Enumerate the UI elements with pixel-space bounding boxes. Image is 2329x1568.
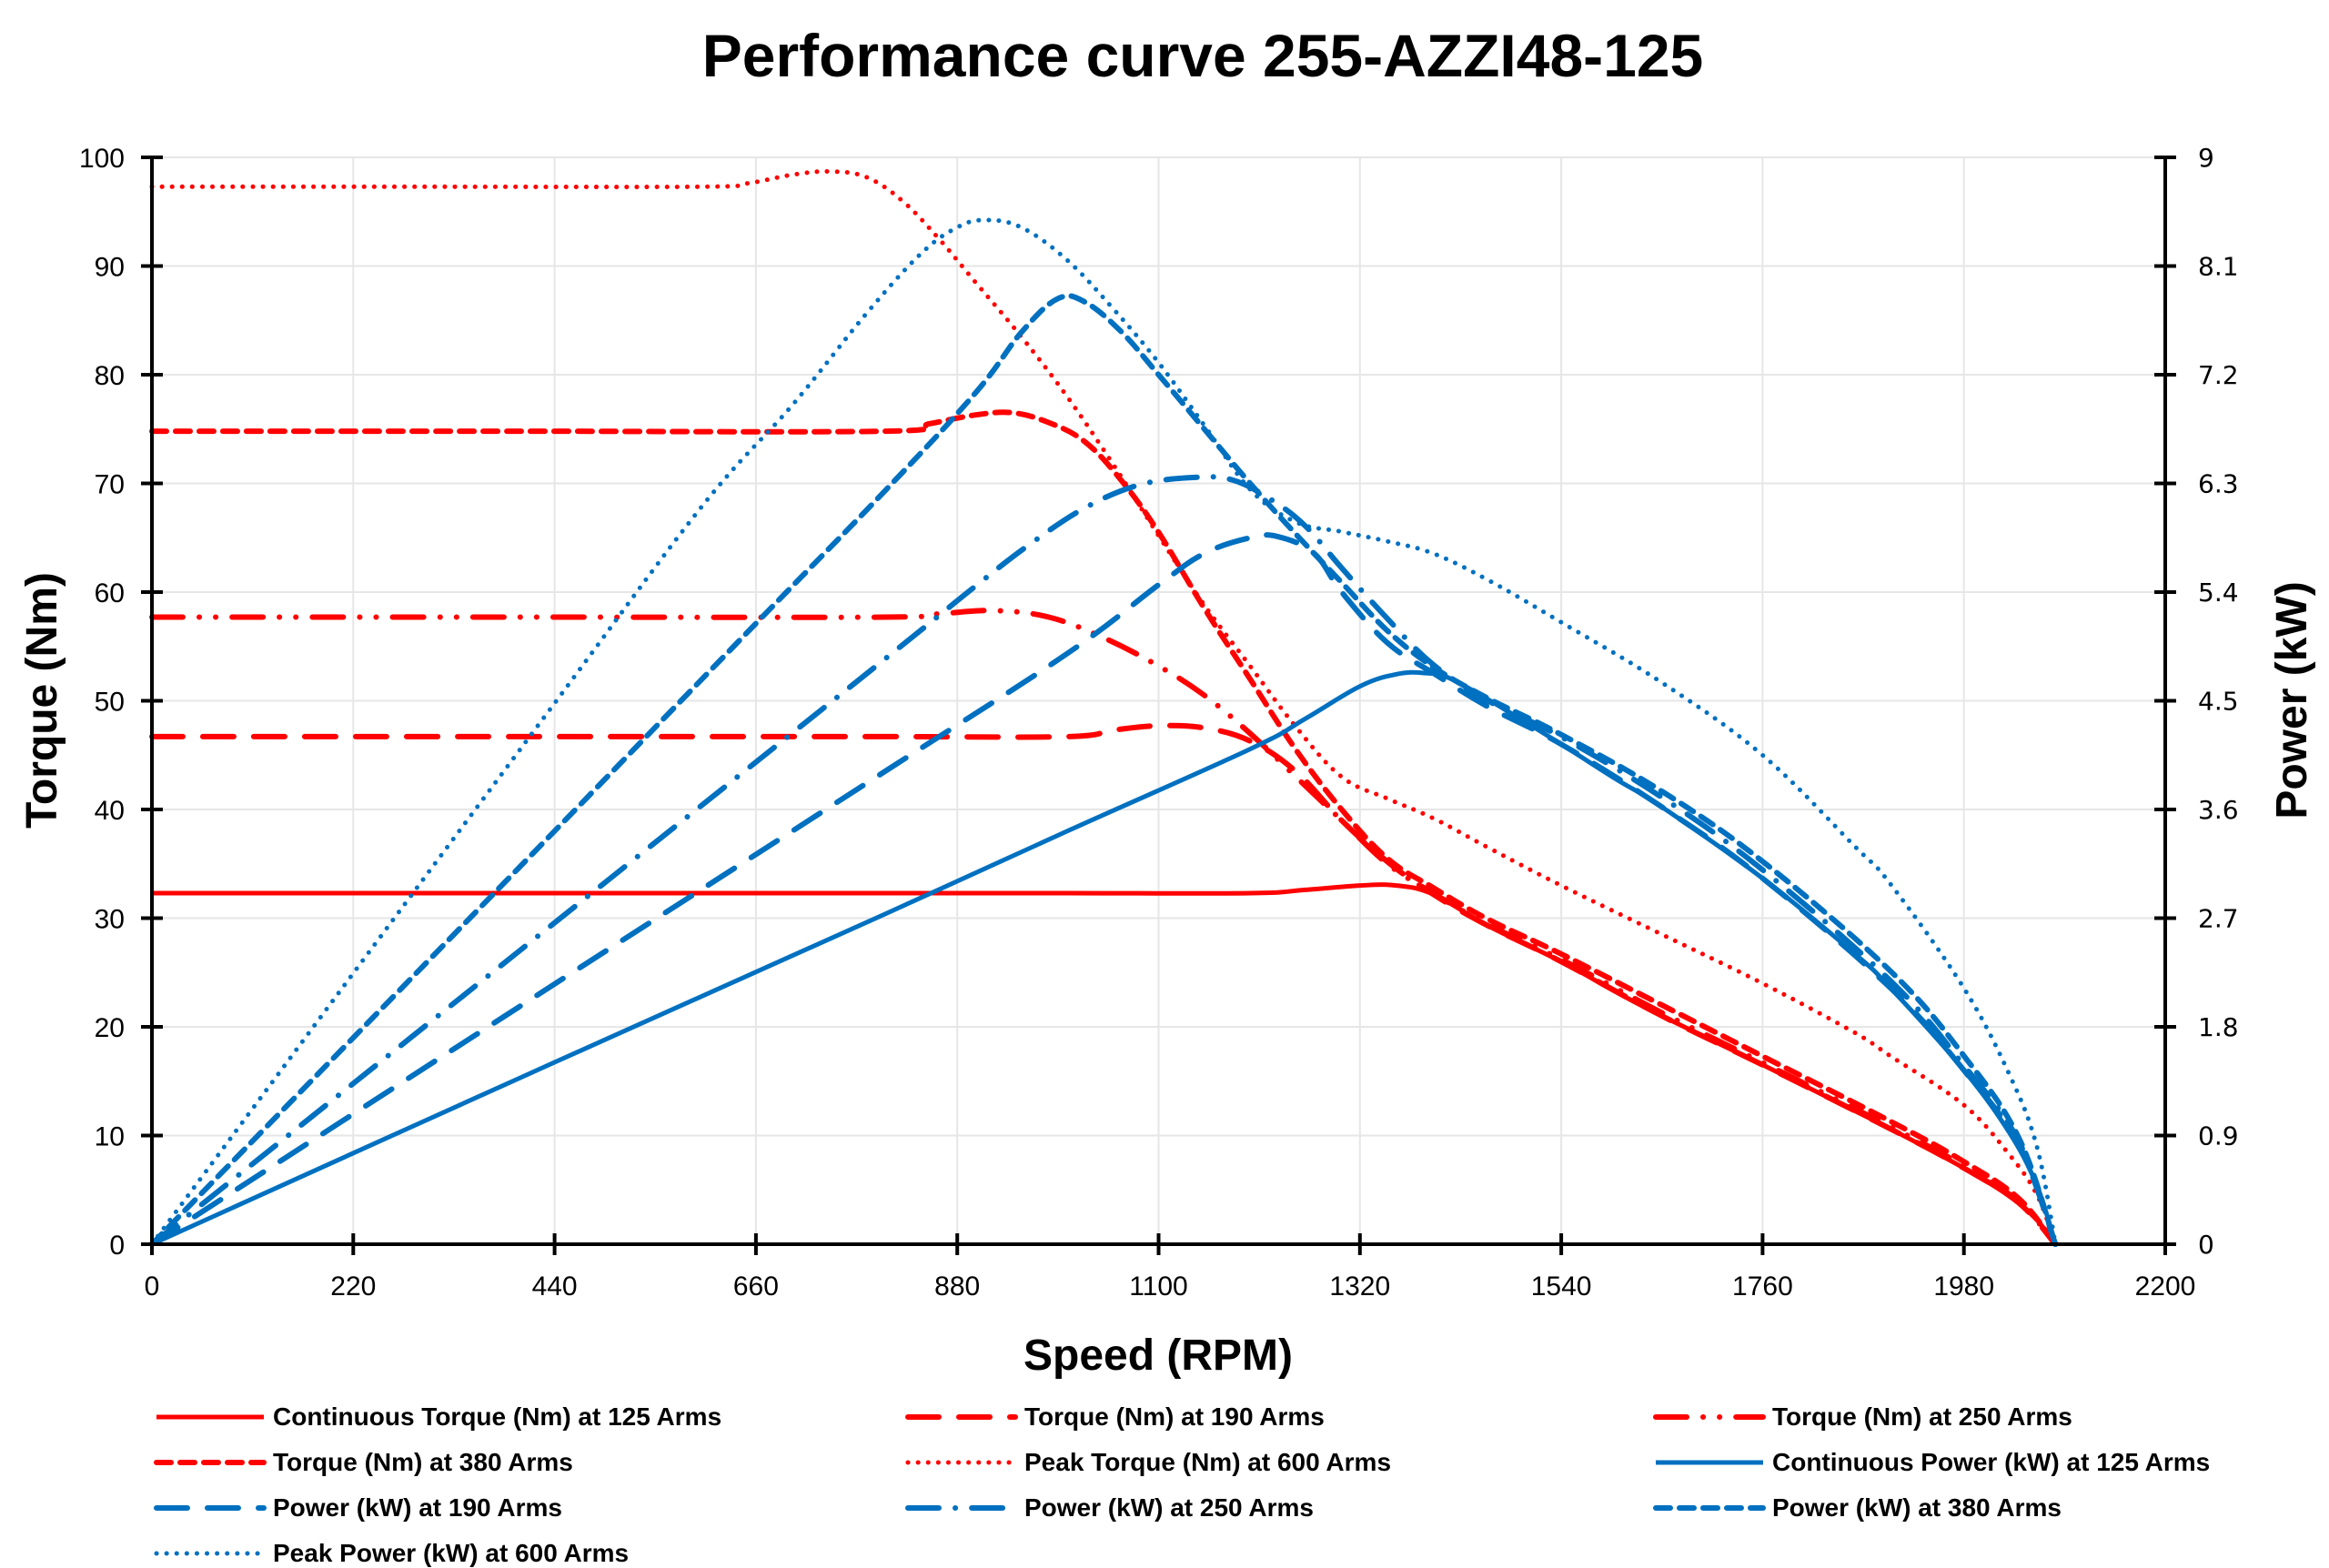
y2-tick-label: 7.2 (2198, 360, 2239, 390)
series-line-power-8 (149, 293, 2059, 1247)
legend-label: Torque (Nm) at 250 Arms (1772, 1402, 2072, 1431)
chart-title: Performance curve 255-AZZI48-125 (702, 22, 1704, 89)
x-tick-label: 1100 (1129, 1271, 1188, 1302)
series-line-power-5 (150, 669, 2058, 1247)
x-tick-label: 440 (532, 1271, 578, 1302)
series-line-torque-1 (149, 722, 2059, 1247)
x-tick-label: 0 (145, 1271, 160, 1302)
y2-tick-label: 8.1 (2198, 252, 2239, 282)
series-line-power-6 (149, 532, 2059, 1247)
y2-tick-label: 6.3 (2198, 469, 2239, 499)
legend-item: Torque (Nm) at 250 Arms (1653, 1402, 2072, 1431)
legend-item: Continuous Torque (Nm) at 125 Arms (156, 1402, 721, 1431)
legend: Continuous Torque (Nm) at 125 Arms Torque… (154, 1402, 2210, 1567)
x-tick-label: 660 (733, 1271, 779, 1302)
legend-item: Continuous Power (kW) at 125 Arms (1656, 1448, 2210, 1476)
legend-item: Torque (Nm) at 380 Arms (154, 1448, 573, 1476)
y-tick-label: 10 (95, 1122, 125, 1152)
y2-tick-label: 9 (2198, 143, 2214, 173)
y-tick-label: 0 (109, 1231, 125, 1261)
series-line-power-9 (149, 217, 2058, 1247)
legend-label: Power (kW) at 250 Arms (1024, 1493, 1314, 1522)
y-tick-label: 60 (95, 578, 125, 608)
legend-label: Power (kW) at 380 Arms (1772, 1493, 2062, 1522)
y-tick-label: 40 (95, 796, 125, 826)
y-tick-label: 50 (95, 688, 125, 718)
y-tick-label: 30 (95, 905, 125, 935)
legend-label: Torque (Nm) at 380 Arms (273, 1448, 573, 1476)
y2-tick-label: 5.4 (2198, 578, 2239, 608)
legend-item: Peak Torque (Nm) at 600 Arms (905, 1448, 1391, 1476)
x-tick-label: 1760 (1732, 1271, 1793, 1302)
y-axis-title: Torque (Nm) (18, 572, 66, 829)
series-line-torque-4 (149, 168, 2058, 1247)
y2-tick-label: 2.7 (2198, 904, 2239, 934)
x-tick-label: 1980 (1933, 1271, 1994, 1302)
gridlines (152, 156, 2165, 1244)
legend-item: Power (kW) at 190 Arms (154, 1493, 562, 1522)
tick-labels: 0 220 440 660 880 1100 1320 1540 1760 1980 2200010… (79, 143, 2239, 1302)
legend-label: Peak Torque (Nm) at 600 Arms (1024, 1448, 1391, 1476)
legend-label: Torque (Nm) at 190 Arms (1024, 1402, 1325, 1431)
x-tick-label: 880 (934, 1271, 980, 1302)
y-tick-label: 20 (95, 1013, 125, 1043)
y-tick-label: 70 (95, 470, 125, 500)
legend-item: Power (kW) at 380 Arms (1653, 1493, 2062, 1522)
legend-label: Power (kW) at 190 Arms (273, 1493, 562, 1522)
y2-tick-label: 0.9 (2198, 1121, 2239, 1151)
series-line-torque-2 (149, 608, 2059, 1247)
y2-tick-label: 4.5 (2198, 687, 2239, 717)
legend-item: Peak Power (kW) at 600 Arms (154, 1539, 629, 1567)
x-axis-title: Speed (RPM) (1023, 1332, 1293, 1380)
series-line-torque-3 (149, 409, 2059, 1247)
x-tick-label: 1320 (1329, 1271, 1390, 1302)
y2-tick-label: 0 (2198, 1230, 2214, 1260)
x-tick-label: 1540 (1531, 1271, 1592, 1302)
legend-item: Torque (Nm) at 190 Arms (905, 1402, 1325, 1431)
legend-label: Continuous Power (kW) at 125 Arms (1772, 1448, 2210, 1476)
x-tick-label: 220 (330, 1271, 376, 1302)
series-line-power-7 (149, 474, 2059, 1247)
legend-label: Continuous Torque (Nm) at 125 Arms (273, 1402, 721, 1431)
series-line-torque-0 (151, 882, 2058, 1246)
y2-tick-label: 1.8 (2198, 1012, 2239, 1042)
y-tick-label: 100 (79, 144, 125, 174)
legend-item: Power (kW) at 250 Arms (905, 1493, 1314, 1522)
axes (141, 156, 2176, 1255)
y-tick-label: 90 (95, 253, 125, 283)
legend-label: Peak Power (kW) at 600 Arms (273, 1539, 629, 1567)
x-tick-label: 2200 (2135, 1271, 2196, 1302)
y2-tick-label: 3.6 (2198, 795, 2239, 825)
y2-axis-title: Power (kW) (2268, 581, 2316, 819)
y-tick-label: 80 (95, 361, 125, 391)
series-group (149, 168, 2059, 1247)
